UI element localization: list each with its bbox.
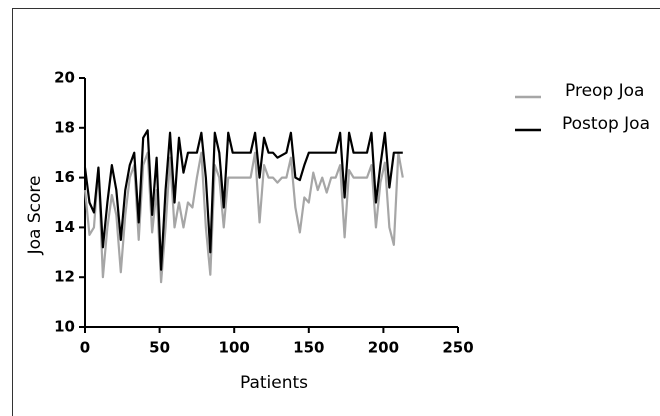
legend-label: Postop Joa	[562, 114, 650, 134]
y-tick-label: 18	[54, 118, 75, 136]
frame	[12, 8, 660, 416]
x-tick-label: 150	[293, 339, 324, 357]
series-line	[83, 151, 404, 284]
x-tick-label: 250	[442, 339, 473, 357]
y-tick-label: 10	[54, 318, 75, 336]
y-tick-label: 16	[54, 168, 75, 186]
y-tick-label: 20	[54, 69, 75, 87]
y-tick-label: 14	[54, 218, 75, 236]
x-tick-label: 0	[80, 339, 90, 357]
series-line	[83, 129, 403, 271]
x-tick-label: 200	[368, 339, 399, 357]
x-tick-label: 100	[219, 339, 250, 357]
legend-label: Preop Joa	[565, 81, 644, 101]
x-tick-label: 50	[149, 339, 170, 357]
y-axis-label: Joa Score	[25, 176, 45, 256]
y-tick-label: 12	[54, 268, 75, 286]
x-axis-label: Patients	[240, 373, 308, 393]
